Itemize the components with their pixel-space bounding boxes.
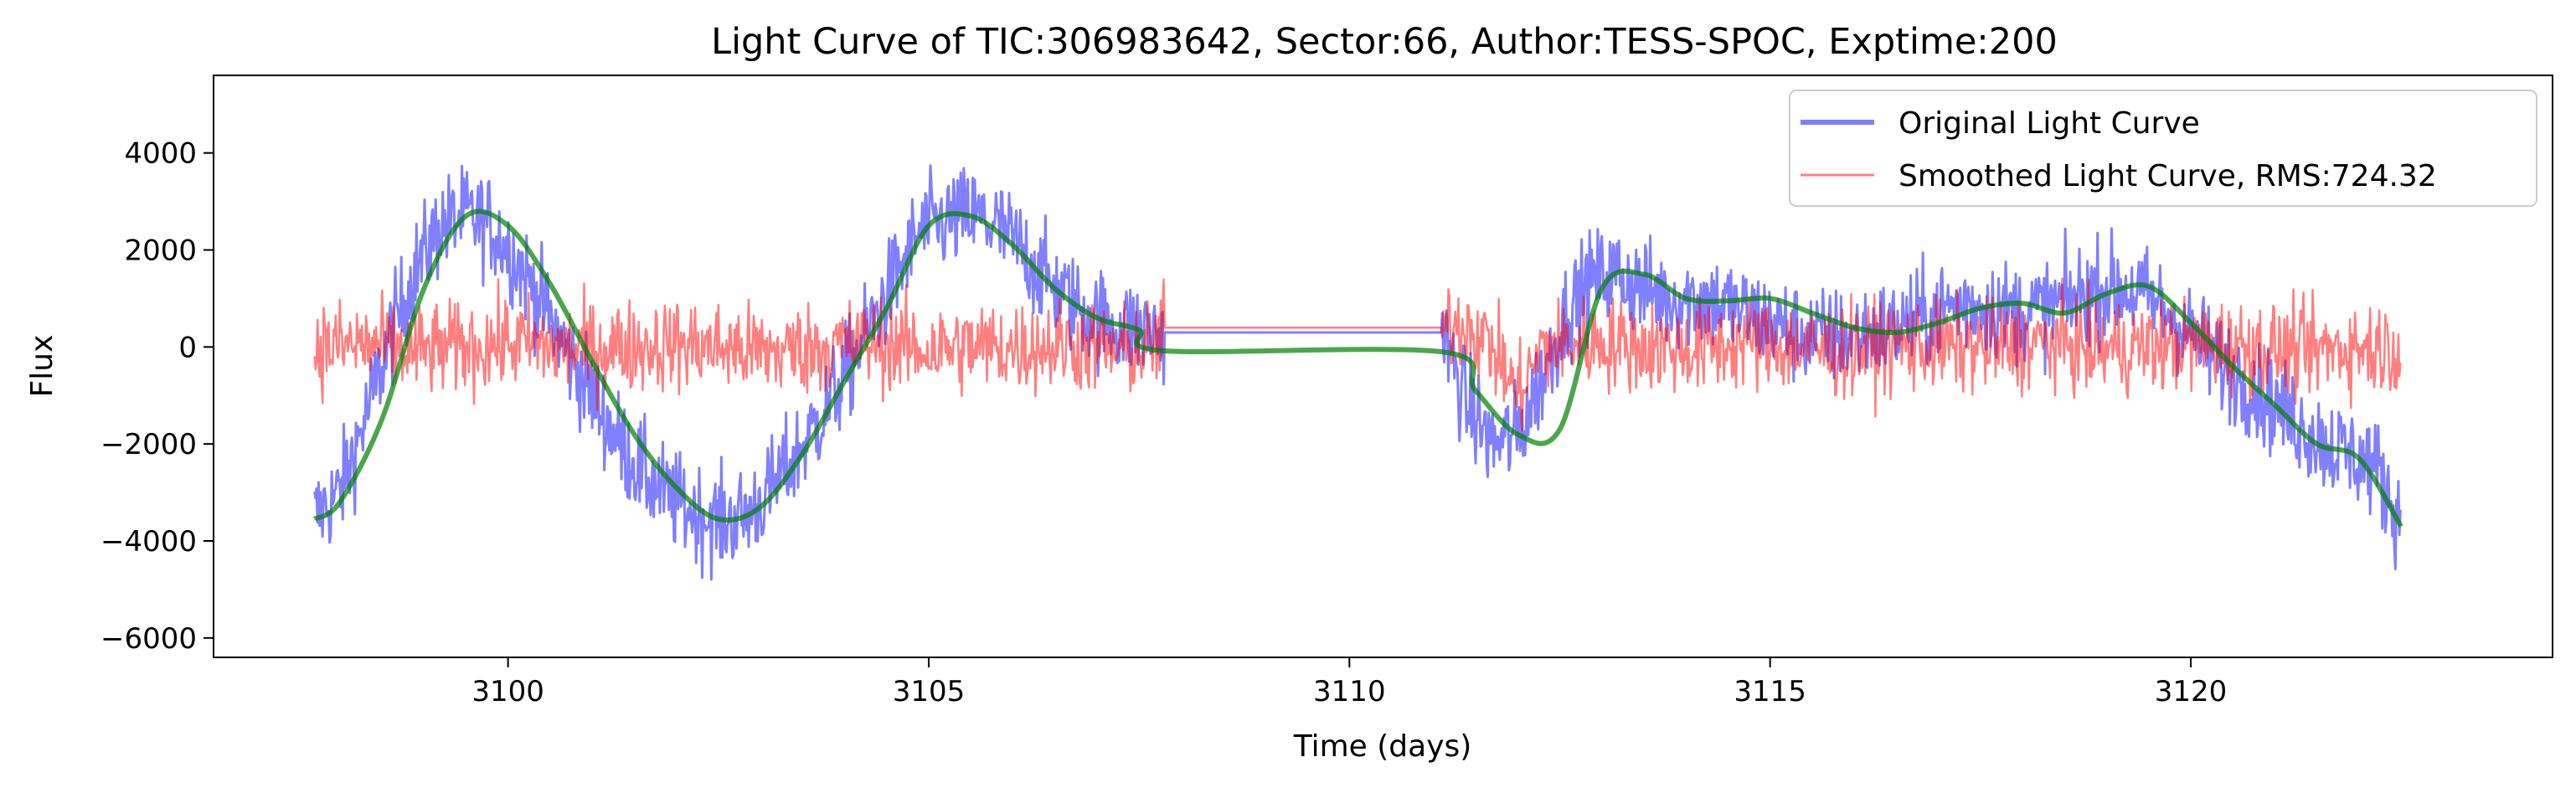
x-axis-label: Time (days) [1293,729,1472,764]
plot-series [312,164,2403,581]
plot-frame [213,75,2553,658]
x-tick-label: 3105 [893,675,966,708]
y-tick-label: −6000 [100,622,197,656]
y-tick-label: −2000 [100,428,197,461]
y-tick-label: 2000 [124,234,197,268]
legend: Original Light Curve Smoothed Light Curv… [1789,90,2537,207]
y-axis: −6000 −4000 −2000 0 2000 4000 [100,137,214,656]
y-tick-label: −4000 [100,525,197,559]
y-tick-label: 0 [178,331,197,364]
x-tick-label: 3100 [471,675,544,708]
x-axis: 3100 3105 3110 3115 3120 [471,657,2227,708]
series-line-original [313,164,2402,581]
series-line-smoothed [313,277,2402,432]
legend-box [1789,90,2537,207]
series-line-trend [312,209,2403,528]
chart-title: Light Curve of TIC:306983642, Sector:66,… [711,21,2058,63]
x-tick-label: 3110 [1313,675,1386,708]
legend-label-original: Original Light Curve [1899,106,2200,141]
x-tick-label: 3115 [1734,675,1806,708]
legend-label-smoothed: Smoothed Light Curve, RMS:724.32 [1899,159,2437,193]
y-tick-label: 4000 [124,137,197,171]
x-tick-label: 3120 [2155,675,2228,708]
y-axis-label: Flux [25,335,59,398]
